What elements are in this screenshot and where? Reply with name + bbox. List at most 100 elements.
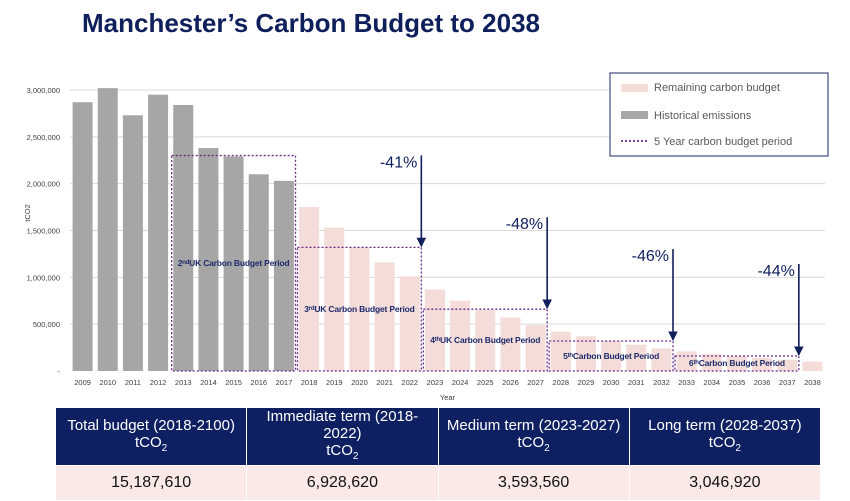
y-tick-label: 2,000,000 [27, 180, 60, 189]
x-tick-label: 2032 [653, 378, 670, 387]
x-tick-label: 2014 [200, 378, 217, 387]
budget-period-box [296, 246, 422, 372]
bar-remaining-carbon-budget-2038 [802, 361, 823, 371]
bar-remaining-carbon-budget-2031 [626, 344, 647, 371]
x-axis-label: Year [440, 393, 456, 402]
summary-heading-immediate: Immediate term (2018-2022) tCO2 [246, 407, 439, 466]
y-tick-label: 500,000 [33, 320, 60, 329]
bar-remaining-carbon-budget-2029 [575, 336, 596, 371]
legend-swatch-historical [621, 111, 648, 119]
reduction-label: -46% [632, 248, 669, 265]
legend-label-period: 5 Year carbon budget period [654, 136, 792, 148]
x-tick-label: 2010 [99, 378, 116, 387]
x-tick-label: 2038 [804, 378, 821, 387]
bar-historical-emissions-2014 [198, 148, 219, 371]
bar-remaining-carbon-budget-2024 [450, 300, 471, 371]
bar-remaining-carbon-budget-2023 [424, 289, 445, 371]
y-tick-label: 3,000,000 [27, 86, 60, 95]
reduction-label: -41% [380, 154, 417, 171]
bar-historical-emissions-2012 [148, 94, 169, 371]
summary-value-medium: 3,593,560 [437, 465, 630, 501]
x-tick-label: 2016 [250, 378, 267, 387]
x-tick-label: 2034 [703, 378, 720, 387]
y-tick-label: 2,500,000 [27, 133, 60, 142]
x-tick-label: 2036 [754, 378, 771, 387]
x-tick-label: 2022 [401, 378, 418, 387]
summary-value-long: 3,046,920 [628, 465, 822, 501]
summary-value-immediate: 6,928,620 [246, 465, 439, 501]
y-tick-label: - [58, 367, 61, 376]
x-tick-label: 2031 [628, 378, 645, 387]
bar-remaining-carbon-budget-2025 [475, 310, 496, 371]
bar-remaining-carbon-budget-2020 [349, 247, 370, 371]
page-title: Manchester’s Carbon Budget to 2038 [82, 8, 540, 38]
x-tick-label: 2013 [175, 378, 192, 387]
bar-historical-emissions-2009 [72, 102, 93, 371]
summary-value-total: 15,187,610 [54, 465, 248, 501]
x-tick-label: 2012 [150, 378, 167, 387]
summary-value-row: 15,187,610 6,928,620 3,593,560 3,046,920 [54, 465, 822, 501]
x-tick-label: 2037 [779, 378, 796, 387]
y-tick-label: 1,000,000 [27, 273, 60, 282]
budget-period-box [674, 355, 800, 372]
x-tick-label: 2033 [678, 378, 695, 387]
budget-summary-table: Total budget (2018-2100) tCO2 Immediate t… [54, 407, 822, 501]
x-tick-label: 2011 [125, 378, 141, 387]
x-tick-label: 2017 [276, 378, 293, 387]
reduction-annotations: -41% -48% -46% -44% [380, 154, 804, 356]
x-tick-label: 2035 [729, 378, 746, 387]
bars [72, 88, 823, 372]
bar-remaining-carbon-budget-2034 [701, 354, 722, 371]
summary-heading-total: Total budget (2018-2100) tCO2 [54, 407, 248, 466]
axes: - 500,000 1,000,000 1,500,000 2,000,000 2,500… [23, 86, 821, 402]
bar-remaining-carbon-budget-2036 [752, 357, 773, 371]
reduction-label: -44% [757, 263, 794, 280]
x-tick-label: 2015 [225, 378, 242, 387]
x-tick-label: 2018 [301, 378, 318, 387]
budget-period-box [548, 340, 674, 372]
x-tick-label: 2026 [502, 378, 519, 387]
x-tick-label: 2025 [477, 378, 494, 387]
bar-historical-emissions-2016 [248, 174, 269, 371]
budget-period-box [422, 308, 548, 372]
x-tick-label: 2020 [351, 378, 368, 387]
bar-remaining-carbon-budget-2018 [299, 207, 320, 371]
bar-historical-emissions-2011 [122, 115, 143, 371]
x-tick-label: 2009 [74, 378, 91, 387]
summary-heading-long: Long term (2028-2037) tCO2 [628, 407, 822, 466]
bar-historical-emissions-2010 [97, 88, 118, 372]
x-tick-label: 2028 [552, 378, 569, 387]
legend-label-remaining: Remaining carbon budget [654, 82, 780, 94]
summary-heading-medium: Medium term (2023-2027) tCO2 [437, 407, 630, 466]
bar-remaining-carbon-budget-2030 [601, 341, 622, 371]
legend-label-historical: Historical emissions [654, 110, 752, 122]
x-tick-label: 2023 [427, 378, 444, 387]
bar-remaining-carbon-budget-2022 [399, 276, 420, 371]
legend-swatch-remaining [621, 84, 648, 92]
x-tick-label: 2019 [326, 378, 343, 387]
y-axis-label: tCO2 [23, 204, 32, 222]
bar-remaining-carbon-budget-2021 [374, 262, 395, 371]
x-tick-label: 2021 [376, 378, 393, 387]
bar-remaining-carbon-budget-2027 [525, 325, 546, 371]
bar-remaining-carbon-budget-2019 [324, 227, 345, 371]
x-tick-label: 2030 [603, 378, 620, 387]
legend: Remaining carbon budget Historical emissi… [609, 72, 829, 157]
bar-remaining-carbon-budget-2037 [777, 359, 798, 371]
bar-historical-emissions-2015 [223, 156, 244, 371]
x-tick-label: 2029 [578, 378, 595, 387]
summary-header-row: Total budget (2018-2100) tCO2 Immediate t… [54, 407, 822, 466]
bar-remaining-carbon-budget-2035 [726, 356, 747, 371]
bar-historical-emissions-2017 [273, 180, 294, 371]
